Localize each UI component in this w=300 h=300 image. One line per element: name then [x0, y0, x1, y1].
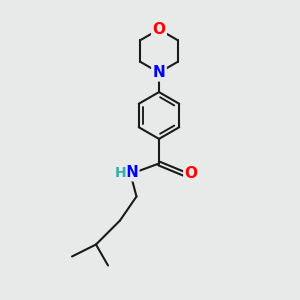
- Text: N: N: [126, 165, 138, 180]
- Text: O: O: [184, 167, 198, 182]
- Text: N: N: [153, 65, 165, 80]
- Text: H: H: [115, 166, 127, 180]
- Text: O: O: [152, 22, 166, 37]
